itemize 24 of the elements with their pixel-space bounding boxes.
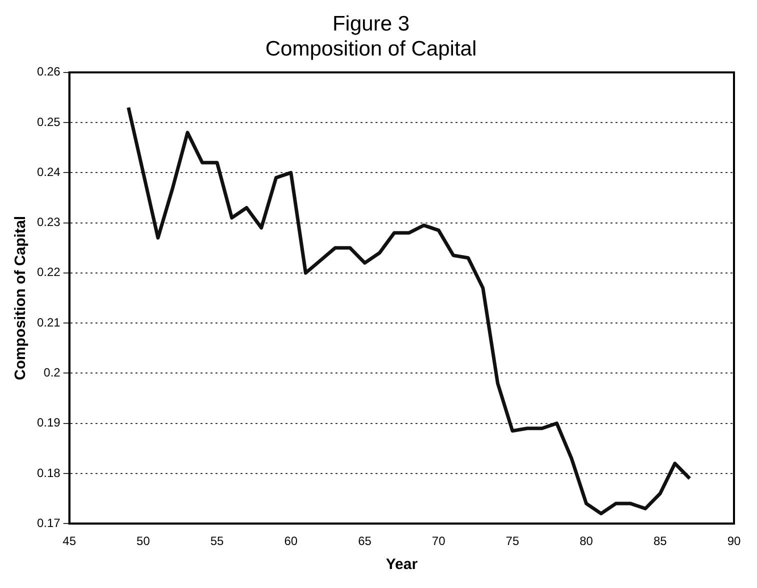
x-tick-label: 60 bbox=[284, 534, 298, 548]
x-tick-label: 75 bbox=[506, 534, 520, 548]
y-tick-label: 0.25 bbox=[36, 114, 61, 129]
y-tick-label: 0.18 bbox=[36, 466, 61, 480]
chart-subtitle: Composition of Capital bbox=[265, 38, 477, 61]
y-tick-label: 0.2 bbox=[44, 366, 61, 380]
x-tick-label: 50 bbox=[136, 534, 150, 548]
y-tick-label: 0.26 bbox=[36, 64, 61, 79]
chart-title: Figure 3 bbox=[332, 12, 410, 36]
x-axis-title: Year bbox=[386, 556, 418, 574]
y-tick-label: 0.21 bbox=[36, 315, 61, 330]
y-tick-label: 0.24 bbox=[36, 164, 61, 179]
x-tick-label: 85 bbox=[653, 534, 668, 548]
x-tick-label: 65 bbox=[358, 534, 372, 548]
y-tick-label: 0.17 bbox=[36, 516, 61, 530]
x-tick-label: 90 bbox=[727, 534, 741, 548]
x-tick-label: 45 bbox=[62, 534, 76, 548]
y-tick-label: 0.19 bbox=[36, 416, 61, 430]
y-tick-label: 0.23 bbox=[36, 215, 61, 230]
x-tick-label: 55 bbox=[210, 534, 224, 548]
x-tick-label: 80 bbox=[580, 534, 594, 548]
x-tick-label: 70 bbox=[432, 534, 446, 548]
y-tick-label: 0.22 bbox=[36, 265, 61, 280]
y-axis-title: Composition of Capital bbox=[12, 216, 30, 380]
